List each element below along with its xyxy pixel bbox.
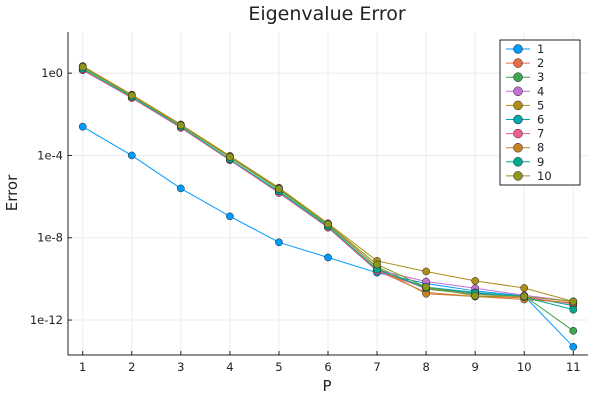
legend-label: 5	[537, 98, 544, 112]
data-point	[226, 153, 234, 161]
legend-item: 4	[506, 84, 544, 98]
chart-title: Eigenvalue Error	[248, 3, 406, 25]
x-tick-label: 9	[472, 360, 479, 374]
data-point	[569, 305, 578, 314]
legend-label: 6	[537, 113, 544, 127]
data-point	[569, 342, 578, 351]
data-point	[127, 151, 136, 160]
legend-item: 5	[506, 98, 544, 112]
legend-label: 10	[537, 169, 552, 183]
legend-item: 8	[506, 141, 544, 155]
legend-box	[499, 39, 581, 186]
legend-label: 3	[537, 70, 544, 84]
data-point	[78, 122, 87, 131]
data-point	[176, 184, 185, 193]
legend-swatch-marker	[513, 128, 523, 139]
legend-item: 9	[506, 155, 544, 169]
legend-label: 7	[537, 127, 544, 141]
data-point	[569, 297, 578, 306]
x-tick-label: 4	[226, 360, 233, 374]
data-point	[471, 291, 480, 300]
data-point	[176, 121, 185, 130]
legend-label: 2	[537, 56, 544, 70]
data-point	[422, 283, 430, 291]
data-point	[520, 292, 529, 301]
axes	[67, 32, 588, 356]
series-10	[78, 63, 578, 306]
legend-label: 8	[537, 141, 544, 155]
legend-swatch-marker	[513, 157, 523, 167]
legend-label: 9	[537, 155, 544, 169]
data-point	[471, 277, 480, 285]
data-point	[324, 220, 332, 228]
y-tick-label: 1e-12	[30, 313, 63, 327]
x-axis-label: P	[322, 377, 331, 395]
plot-series	[78, 62, 578, 351]
legend-swatch-marker	[513, 100, 523, 111]
x-tick-label: 5	[275, 360, 282, 374]
data-point	[422, 267, 430, 276]
legend-item: 1	[506, 42, 544, 56]
y-tick-label: 1e-8	[37, 231, 63, 245]
data-point	[373, 260, 381, 269]
y-axis-label: Error	[3, 174, 21, 211]
legend-swatch-marker	[513, 58, 523, 68]
data-point	[275, 184, 283, 193]
legend-item: 6	[506, 113, 544, 127]
x-tick-label: 6	[324, 360, 331, 374]
x-tick-label: 10	[517, 360, 532, 374]
x-tick-label: 11	[566, 360, 581, 374]
legend-item: 7	[506, 127, 544, 141]
legend-item: 3	[506, 70, 544, 84]
legend-label: 1	[537, 42, 544, 56]
legend-swatch-marker	[513, 44, 523, 54]
legend-swatch-marker	[513, 72, 523, 82]
y-tick-label: 1e0	[41, 66, 63, 80]
x-tick-label: 3	[177, 360, 184, 374]
x-tick-label: 1	[79, 360, 86, 374]
y-tick-label: 1e-4	[37, 148, 63, 162]
legend-swatch-marker	[513, 142, 523, 153]
data-point	[520, 284, 529, 292]
legend-label: 4	[537, 84, 544, 98]
data-point	[127, 91, 136, 100]
axis-frame	[67, 32, 588, 356]
data-point	[569, 326, 578, 335]
legend-item: 10	[506, 169, 552, 183]
x-tick-label: 7	[373, 360, 380, 374]
legend-swatch-marker	[513, 114, 523, 125]
legend-swatch-marker	[513, 86, 523, 97]
data-point	[275, 238, 283, 247]
data-point	[226, 212, 234, 221]
legend-item: 2	[506, 56, 544, 70]
data-point	[78, 63, 87, 71]
legend-swatch-marker	[513, 171, 523, 181]
data-point	[324, 253, 332, 262]
x-tick-label: 2	[128, 360, 135, 374]
x-tick-label: 8	[422, 360, 429, 374]
